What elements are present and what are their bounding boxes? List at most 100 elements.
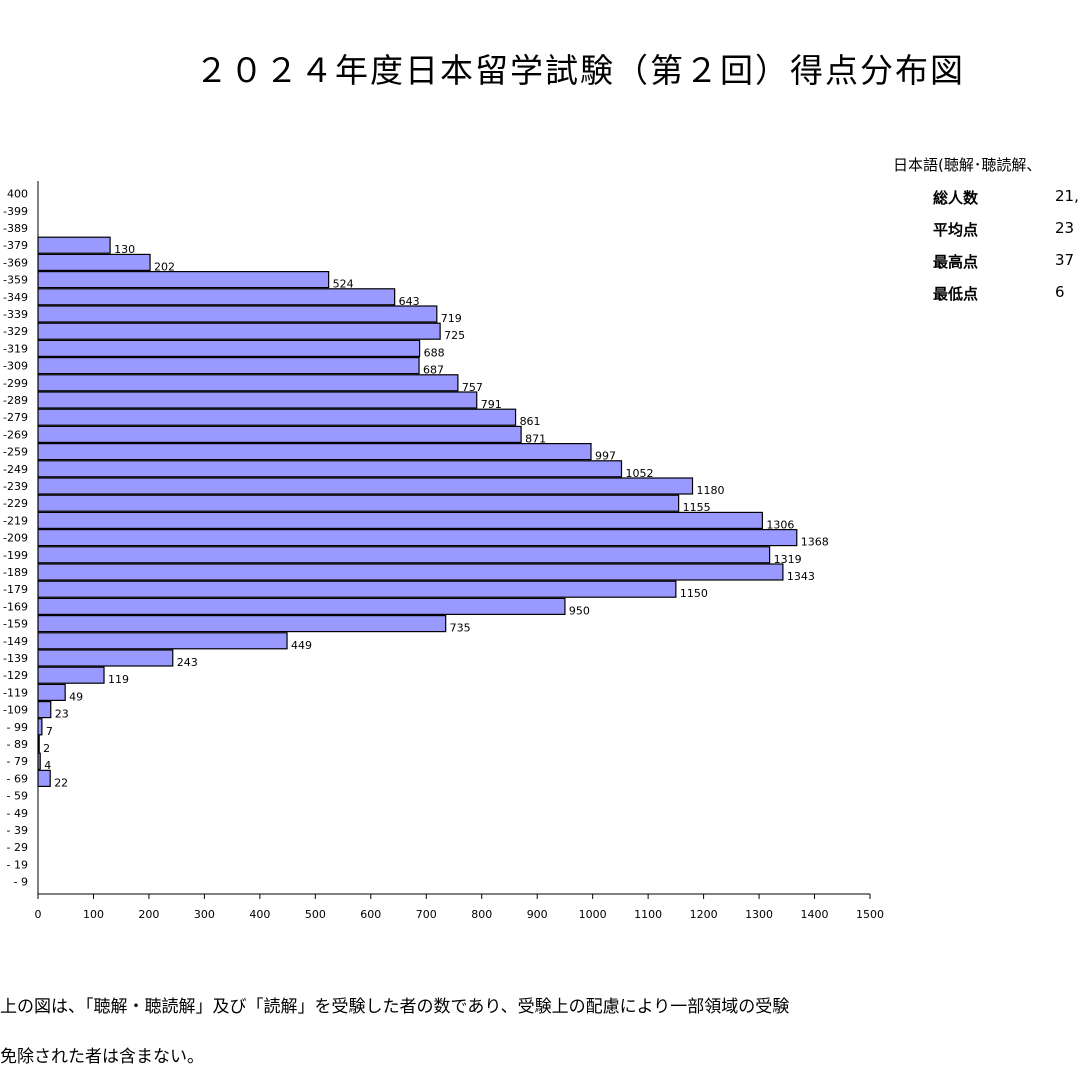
- x-tick-label: 1000: [579, 908, 607, 921]
- category-label: -339: [3, 308, 28, 321]
- category-label: -209: [3, 532, 28, 545]
- category-label: -149: [3, 635, 28, 648]
- data-label: 1052: [626, 467, 654, 480]
- x-tick-label: 800: [471, 908, 492, 921]
- data-label: 119: [108, 673, 129, 686]
- score-distribution-chart: 400 -399 -389 -379 130 -369 202 -359 524 -349 643 -…: [3, 181, 884, 921]
- category-label: -329: [3, 325, 28, 338]
- category-label: - 59: [7, 790, 28, 803]
- data-label: 1343: [787, 570, 815, 583]
- category-label: - 79: [7, 755, 28, 768]
- data-label: 1368: [801, 536, 829, 549]
- data-label: 449: [291, 639, 312, 652]
- x-tick-label: 0: [35, 908, 42, 921]
- bar: [37, 253, 151, 271]
- bar: [37, 632, 288, 650]
- category-label: - 99: [7, 721, 28, 734]
- data-label: 643: [399, 295, 420, 308]
- category-label: -349: [3, 291, 28, 304]
- category-label: -399: [3, 205, 28, 218]
- category-label: - 39: [7, 824, 28, 837]
- x-tick-label: 300: [194, 908, 215, 921]
- bar: [37, 477, 694, 495]
- bar: [37, 236, 111, 254]
- category-label: - 89: [7, 738, 28, 751]
- x-tick-label: 1300: [745, 908, 773, 921]
- category-label: -269: [3, 428, 28, 441]
- footnote: 上の図は、「聴解・聴読解」及び「読解」を受験した者の数であり、受験上の配慮により…: [0, 992, 1080, 1072]
- category-label: - 29: [7, 841, 28, 854]
- summary-value: 21,: [1055, 187, 1079, 205]
- summary-row-total: 総人数 21,: [893, 187, 1080, 211]
- data-label: 791: [481, 398, 502, 411]
- category-label: -179: [3, 583, 28, 596]
- data-label: 757: [462, 381, 483, 394]
- x-tick-label: 200: [138, 908, 159, 921]
- bar: [37, 528, 798, 547]
- category-label: -239: [3, 480, 28, 493]
- bar: [37, 271, 330, 289]
- data-label: 725: [444, 329, 465, 342]
- data-label: 23: [55, 708, 69, 721]
- summary-value: 37: [1055, 251, 1075, 269]
- category-label: -229: [3, 497, 28, 510]
- category-label: -199: [3, 549, 28, 562]
- summary-value: 23: [1055, 219, 1075, 237]
- data-label: 1319: [774, 553, 802, 566]
- category-label: -369: [3, 256, 28, 269]
- category-label: -299: [3, 377, 28, 390]
- summary-label: 最低点: [933, 285, 979, 303]
- category-label: -119: [3, 686, 28, 699]
- summary-row-average: 平均点 23: [893, 219, 1080, 243]
- summary-table: 日本語(聴解･聴読解、 総人数 21, 平均点 23 最高点 37 最低点 6: [893, 154, 1080, 304]
- category-label: -309: [3, 360, 28, 373]
- data-label: 687: [423, 364, 444, 377]
- category-label: -109: [3, 704, 28, 717]
- data-label: 950: [569, 604, 590, 617]
- summary-label: 総人数: [933, 189, 979, 207]
- data-label: 2: [43, 742, 50, 755]
- bar: [37, 597, 566, 616]
- summary-row-max: 最高点 37: [893, 251, 1080, 275]
- x-tick-label: 500: [305, 908, 326, 921]
- bar: [37, 443, 592, 461]
- data-label: 4: [44, 759, 51, 772]
- footnote-line-1: 上の図は、「聴解・聴読解」及び「読解」を受験した者の数であり、受験上の配慮により…: [0, 997, 790, 1017]
- data-label: 735: [450, 622, 471, 635]
- data-label: 524: [333, 278, 354, 291]
- category-label: -259: [3, 446, 28, 459]
- x-tick-label: 700: [416, 908, 437, 921]
- summary-value: 6: [1055, 283, 1065, 301]
- summary-heading: 日本語(聴解･聴読解、: [893, 156, 1042, 174]
- bar: [37, 769, 51, 788]
- chart-title: ２０２４年度日本留学試験（第２回）得点分布図: [195, 51, 965, 90]
- category-label: 400: [7, 188, 28, 201]
- category-label: -249: [3, 463, 28, 476]
- category-label: -389: [3, 222, 28, 235]
- category-label: -219: [3, 514, 28, 527]
- data-label: 202: [154, 260, 175, 273]
- data-label: 997: [595, 450, 616, 463]
- data-label: 1150: [680, 587, 708, 600]
- x-tick-label: 1400: [801, 908, 829, 921]
- category-label: -319: [3, 342, 28, 355]
- x-tick-label: 1500: [856, 908, 884, 921]
- footnote-line-2: 免除された者は含まない。: [0, 1047, 204, 1067]
- x-tick-label: 100: [83, 908, 104, 921]
- x-tick-label: 900: [527, 908, 548, 921]
- summary-label: 最高点: [933, 253, 979, 271]
- data-label: 22: [54, 776, 68, 789]
- bar: [37, 288, 396, 306]
- bar: [37, 322, 441, 340]
- category-label: - 9: [14, 876, 28, 889]
- x-tick-label: 400: [249, 908, 270, 921]
- category-label: - 49: [7, 807, 28, 820]
- category-label: - 69: [7, 772, 28, 785]
- category-label: -129: [3, 669, 28, 682]
- category-label: -189: [3, 566, 28, 579]
- x-tick-label: 1100: [634, 908, 662, 921]
- x-tick-label: 1200: [690, 908, 718, 921]
- data-label: 719: [441, 312, 462, 325]
- data-label: 1155: [683, 501, 711, 514]
- bar: [37, 649, 174, 667]
